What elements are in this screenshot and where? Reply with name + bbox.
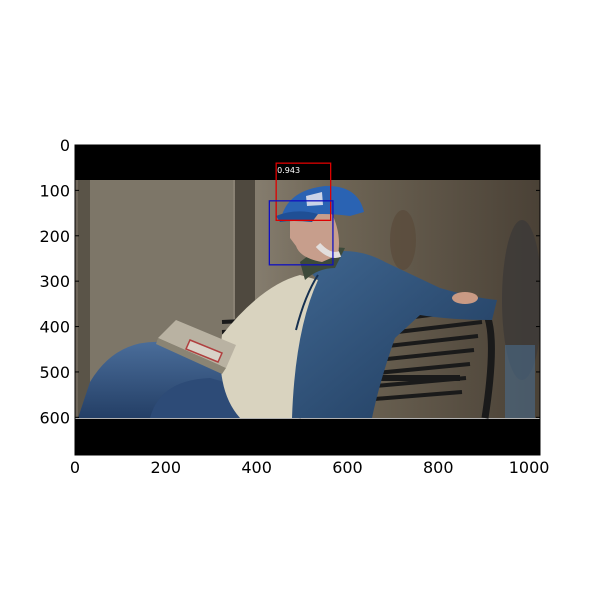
y-tick-label: 100 — [39, 181, 70, 200]
detection-box — [268, 200, 334, 266]
y-tick-label: 0 — [60, 136, 70, 155]
detection-overlay: 0.943 — [268, 162, 334, 266]
detection-score-label: 0.943 — [277, 166, 300, 175]
y-tick-label: 600 — [39, 408, 70, 427]
x-tick-label: 600 — [332, 458, 363, 477]
x-tick-label: 400 — [241, 458, 272, 477]
photo-image — [75, 145, 540, 455]
y-tick-label: 500 — [39, 363, 70, 382]
detection-box — [275, 162, 332, 221]
y-tick-label: 200 — [39, 227, 70, 246]
x-tick-label: 800 — [423, 458, 454, 477]
x-axis: 0 200 400 600 800 1000 — [70, 145, 550, 477]
x-tick-label: 0 — [70, 458, 80, 477]
y-tick-label: 300 — [39, 272, 70, 291]
y-tick-label: 400 — [39, 318, 70, 337]
axes-frame — [74, 144, 541, 456]
y-axis: 0 100 200 300 400 500 600 — [39, 136, 540, 427]
x-tick-label: 1000 — [509, 458, 550, 477]
letterbox-bottom-band — [75, 418, 540, 455]
park-scene — [75, 180, 540, 419]
portable-radio — [156, 320, 236, 374]
x-tick-label: 200 — [151, 458, 182, 477]
